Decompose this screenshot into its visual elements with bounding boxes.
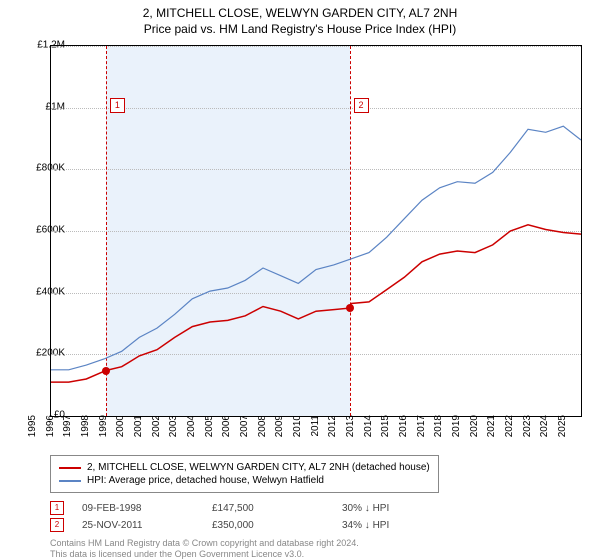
transaction-marker: 1: [50, 501, 64, 515]
x-tick-label: 2025: [557, 415, 568, 445]
x-tick-label: 2003: [168, 415, 179, 445]
x-tick-label: 1997: [62, 415, 73, 445]
x-tick-label: 2012: [327, 415, 338, 445]
x-tick-label: 2016: [398, 415, 409, 445]
x-tick-label: 2018: [433, 415, 444, 445]
transaction-dot: [346, 304, 354, 312]
x-tick-label: 2002: [151, 415, 162, 445]
series-line: [51, 126, 581, 370]
transaction-dot: [102, 367, 110, 375]
legend-item: 2, MITCHELL CLOSE, WELWYN GARDEN CITY, A…: [59, 462, 430, 473]
transaction-diff: 30% ↓ HPI: [342, 503, 472, 514]
footer-line: This data is licensed under the Open Gov…: [50, 549, 359, 560]
x-tick-label: 1995: [27, 415, 38, 445]
titles: 2, MITCHELL CLOSE, WELWYN GARDEN CITY, A…: [0, 0, 600, 37]
legend-swatch: [59, 467, 81, 469]
x-tick-label: 2024: [539, 415, 550, 445]
transaction-date: 25-NOV-2011: [82, 520, 212, 531]
x-tick-label: 2006: [221, 415, 232, 445]
x-tick-label: 2001: [133, 415, 144, 445]
x-tick-label: 1998: [80, 415, 91, 445]
x-tick-label: 2007: [239, 415, 250, 445]
x-tick-label: 2004: [186, 415, 197, 445]
chart-title: 2, MITCHELL CLOSE, WELWYN GARDEN CITY, A…: [0, 6, 600, 22]
x-tick-label: 2005: [204, 415, 215, 445]
transaction-row: 2 25-NOV-2011£350,00034% ↓ HPI: [50, 518, 472, 532]
legend: 2, MITCHELL CLOSE, WELWYN GARDEN CITY, A…: [50, 455, 439, 493]
transaction-date: 09-FEB-1998: [82, 503, 212, 514]
x-tick-label: 2000: [115, 415, 126, 445]
plot-inner: 12: [51, 46, 581, 416]
transaction-marker: 2: [50, 518, 64, 532]
x-tick-label: 2013: [345, 415, 356, 445]
plot-area: 12: [50, 45, 582, 417]
x-tick-label: 2020: [469, 415, 480, 445]
x-tick-label: 1996: [45, 415, 56, 445]
legend-label: HPI: Average price, detached house, Welw…: [87, 475, 324, 486]
line-chart-svg: [51, 46, 581, 416]
x-tick-label: 2015: [380, 415, 391, 445]
legend-label: 2, MITCHELL CLOSE, WELWYN GARDEN CITY, A…: [87, 462, 430, 473]
series-line: [51, 225, 581, 382]
x-tick-label: 2023: [522, 415, 533, 445]
x-tick-label: 2011: [310, 415, 321, 445]
chart-subtitle: Price paid vs. HM Land Registry's House …: [0, 22, 600, 38]
footer-line: Contains HM Land Registry data © Crown c…: [50, 538, 359, 549]
x-tick-label: 2017: [416, 415, 427, 445]
x-tick-label: 2008: [257, 415, 268, 445]
legend-item: HPI: Average price, detached house, Welw…: [59, 475, 430, 486]
x-tick-label: 2021: [486, 415, 497, 445]
transactions-table: 1 09-FEB-1998£147,50030% ↓ HPI 2 25-NOV-201…: [50, 498, 472, 535]
transaction-price: £350,000: [212, 520, 342, 531]
x-tick-label: 2022: [504, 415, 515, 445]
x-tick-label: 2014: [363, 415, 374, 445]
x-tick-label: 1999: [98, 415, 109, 445]
chart-container: 2, MITCHELL CLOSE, WELWYN GARDEN CITY, A…: [0, 0, 600, 560]
transaction-price: £147,500: [212, 503, 342, 514]
transaction-diff: 34% ↓ HPI: [342, 520, 472, 531]
legend-swatch: [59, 480, 81, 482]
x-tick-label: 2010: [292, 415, 303, 445]
marker-box: 2: [354, 98, 369, 113]
x-tick-label: 2019: [451, 415, 462, 445]
footer: Contains HM Land Registry data © Crown c…: [50, 538, 359, 560]
transaction-row: 1 09-FEB-1998£147,50030% ↓ HPI: [50, 501, 472, 515]
x-tick-label: 2009: [274, 415, 285, 445]
marker-box: 1: [110, 98, 125, 113]
